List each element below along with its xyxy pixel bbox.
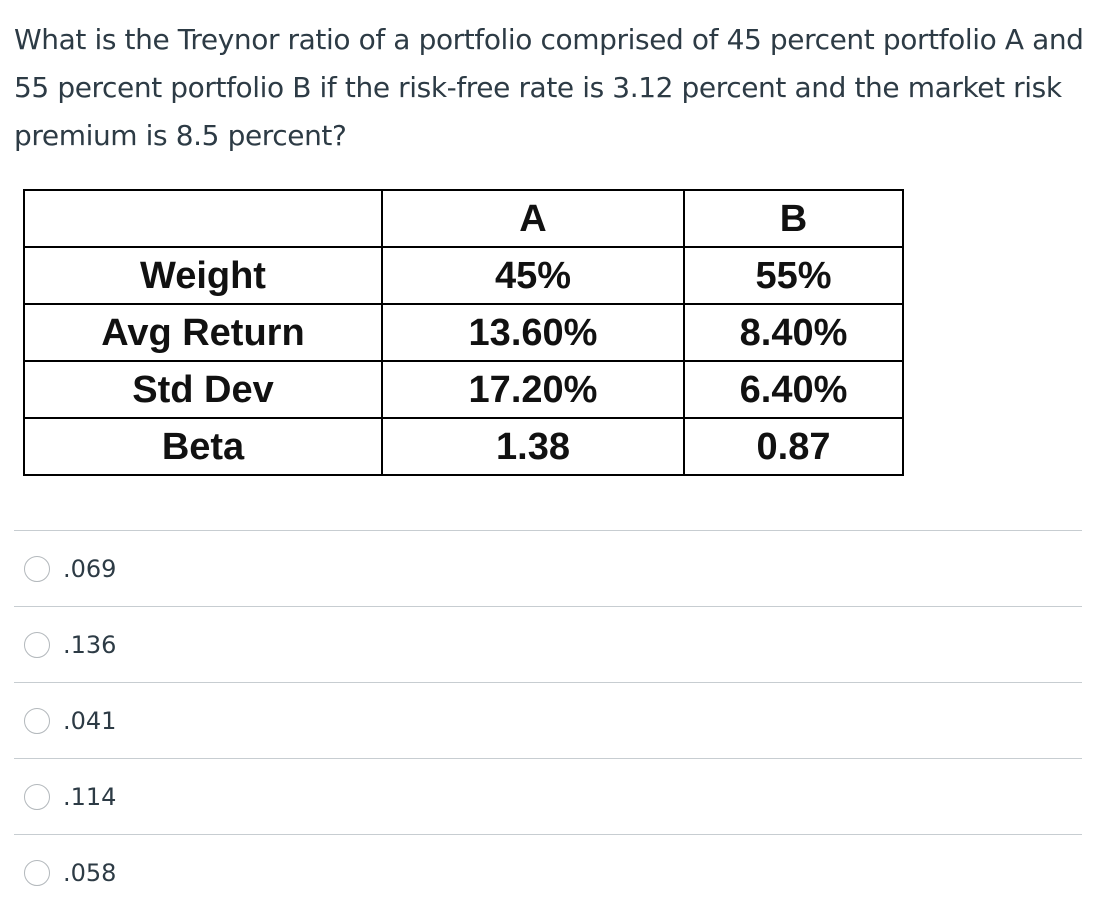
radio-button[interactable] xyxy=(24,859,50,886)
answer-label[interactable]: .069 xyxy=(63,554,117,583)
table-row-label: Weight xyxy=(23,246,383,305)
table-cell: 8.40% xyxy=(683,303,904,362)
question-text: What is the Treynor ratio of a portfolio… xyxy=(14,23,1084,152)
answer-option[interactable]: .136 xyxy=(14,606,1082,682)
radio-button[interactable] xyxy=(24,783,50,810)
portfolio-data-table: A B Weight 45% 55% Avg Return 13.60% 8.4… xyxy=(23,189,904,476)
table-cell: 6.40% xyxy=(683,360,904,419)
table-header-row: A B xyxy=(23,189,904,248)
answer-label[interactable]: .058 xyxy=(63,858,117,887)
table-cell: 13.60% xyxy=(381,303,685,362)
table-cell: 55% xyxy=(683,246,904,305)
radio-button[interactable] xyxy=(24,555,50,582)
answer-label[interactable]: .041 xyxy=(63,706,117,735)
table-row-label: Beta xyxy=(23,417,383,476)
table-cell: 17.20% xyxy=(381,360,685,419)
answer-label[interactable]: .136 xyxy=(63,630,117,659)
answer-option[interactable]: .069 xyxy=(14,530,1082,606)
table-header-cell: B xyxy=(683,189,904,248)
table-cell: 45% xyxy=(381,246,685,305)
answer-option[interactable]: .058 xyxy=(14,834,1082,904)
answer-options: .069 .136 .041 .114 .058 xyxy=(14,530,1082,904)
table-cell: 0.87 xyxy=(683,417,904,476)
table-header-cell: A xyxy=(381,189,685,248)
answer-option[interactable]: .114 xyxy=(14,758,1082,834)
answer-option[interactable]: .041 xyxy=(14,682,1082,758)
table-row: Beta 1.38 0.87 xyxy=(23,417,904,476)
table-row: Weight 45% 55% xyxy=(23,246,904,305)
radio-button[interactable] xyxy=(24,631,50,658)
radio-button[interactable] xyxy=(24,707,50,734)
table-row-label: Std Dev xyxy=(23,360,383,419)
table-row: Std Dev 17.20% 6.40% xyxy=(23,360,904,419)
table-row: Avg Return 13.60% 8.40% xyxy=(23,303,904,362)
table-cell: 1.38 xyxy=(381,417,685,476)
table-row-label: Avg Return xyxy=(23,303,383,362)
table-header-cell xyxy=(23,189,383,248)
answer-label[interactable]: .114 xyxy=(63,782,117,811)
